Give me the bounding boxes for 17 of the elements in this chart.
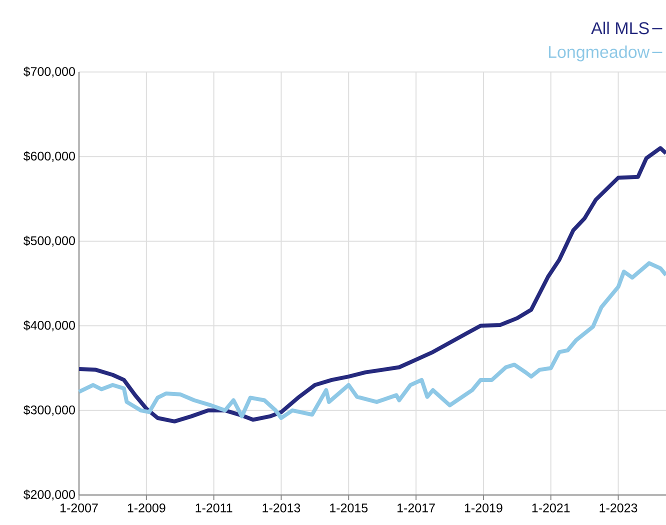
y-tick-label: $500,000 (23, 236, 75, 247)
legend-label: All MLS (591, 22, 649, 34)
y-tick-label: $300,000 (23, 404, 75, 416)
y-tick-label: $400,000 (23, 320, 75, 332)
x-tick-label: 1-2007 (60, 504, 98, 512)
x-tick-label: 1-2013 (262, 504, 300, 512)
x-tick-label: 1-2011 (196, 504, 232, 512)
x-tick-label: 1-2019 (464, 504, 502, 512)
y-tick-label: $600,000 (23, 151, 75, 162)
x-tick-label: 1-2017 (398, 504, 435, 512)
legend-label: Longmeadow (548, 46, 650, 62)
x-tick-label: 1-2023 (600, 504, 638, 512)
x-tick-label: 1-2009 (128, 504, 166, 512)
x-tick-label: 1-2021 (532, 504, 570, 512)
y-tick-label: $700,000 (23, 66, 75, 78)
y-tick-label: $200,000 (23, 490, 75, 500)
x-tick-label: 1-2015 (330, 504, 368, 512)
